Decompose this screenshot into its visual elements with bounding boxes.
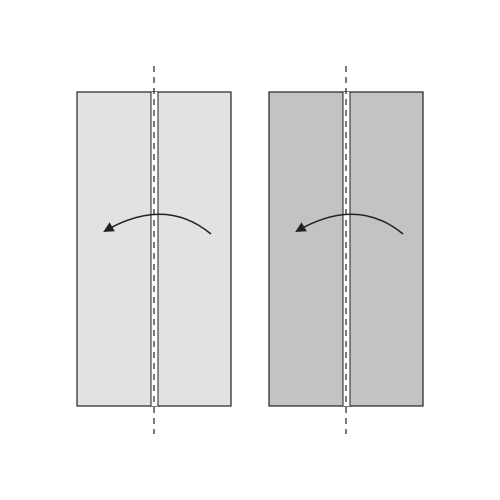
panel-right (268, 66, 424, 434)
panel-left-fold-arrow (103, 213, 212, 235)
panel-right-fold-arrow (295, 213, 404, 235)
panel-left-crease-gap (151, 92, 158, 406)
panel-left (76, 66, 232, 434)
panel-right-crease-gap (343, 92, 350, 406)
